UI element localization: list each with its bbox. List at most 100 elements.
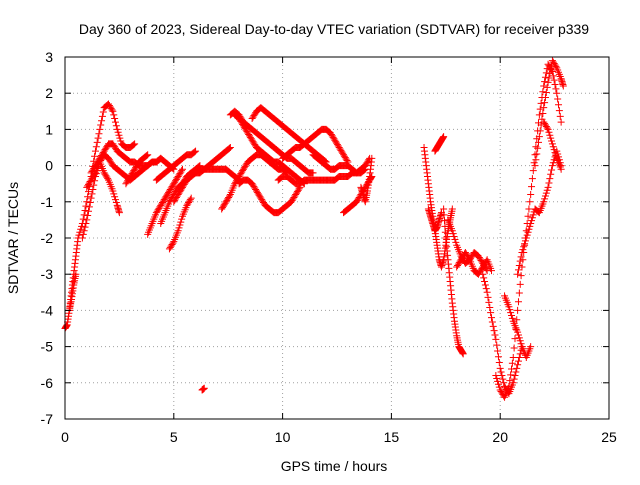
data-point	[115, 131, 123, 139]
data-point	[508, 359, 516, 367]
y-tick-label: -2	[41, 230, 54, 246]
data-point	[109, 140, 117, 148]
data-point	[171, 178, 179, 186]
data-point	[514, 266, 522, 274]
data-point	[102, 144, 110, 152]
data-point	[514, 361, 522, 369]
data-point	[540, 198, 548, 206]
data-point	[225, 193, 233, 201]
data-point	[511, 372, 519, 380]
data-point	[335, 144, 343, 151]
data-point	[541, 73, 549, 81]
data-point	[131, 165, 139, 173]
data-point	[543, 83, 551, 91]
data-point	[289, 195, 297, 203]
data-point	[492, 335, 500, 343]
data-point	[85, 207, 93, 215]
data-point	[521, 240, 529, 248]
data-point	[126, 172, 134, 180]
data-point	[172, 195, 180, 203]
data-point	[143, 151, 151, 159]
data-point	[94, 134, 102, 142]
data-point	[544, 183, 552, 191]
data-point	[451, 235, 459, 243]
data-point	[509, 353, 517, 361]
data-point	[330, 135, 338, 143]
data-point	[246, 133, 254, 141]
data-point	[528, 183, 536, 191]
data-point	[489, 322, 497, 330]
data-point	[459, 350, 467, 358]
data-point	[516, 350, 524, 358]
data-point	[91, 147, 99, 155]
data-point	[341, 154, 349, 162]
data-point	[550, 60, 558, 68]
data-point	[328, 132, 336, 140]
data-point	[548, 166, 556, 174]
x-tick-label: 15	[384, 429, 400, 445]
data-point	[454, 262, 462, 270]
data-point	[458, 254, 466, 262]
data-point	[534, 138, 542, 146]
data-point	[461, 248, 469, 256]
data-point	[254, 190, 262, 198]
data-point	[368, 154, 376, 162]
data-point	[125, 174, 133, 182]
data-point	[519, 246, 527, 254]
data-point	[144, 151, 152, 159]
data-point	[178, 167, 186, 175]
data-point	[364, 157, 372, 165]
data-point	[516, 257, 524, 265]
data-point	[550, 146, 558, 154]
data-point	[87, 194, 95, 202]
data-point	[110, 111, 118, 119]
data-point	[129, 141, 137, 149]
data-point	[225, 145, 233, 153]
data-point	[514, 270, 522, 278]
data-point	[525, 225, 533, 233]
data-point	[111, 144, 119, 152]
data-point	[448, 227, 456, 235]
data-point	[112, 122, 120, 130]
data-point	[106, 103, 114, 111]
data-point	[540, 118, 548, 126]
data-point	[99, 108, 107, 116]
data-point	[259, 199, 267, 207]
data-point	[111, 118, 119, 126]
data-point	[83, 216, 91, 224]
data-point	[171, 196, 179, 204]
data-point	[102, 172, 110, 180]
data-point	[475, 269, 483, 277]
data-point	[536, 105, 544, 113]
data-point	[513, 316, 521, 324]
data-point	[547, 65, 555, 73]
data-point	[487, 309, 495, 317]
data-point	[510, 375, 518, 383]
data-point	[360, 167, 368, 175]
data-point	[453, 263, 461, 271]
data-point	[510, 344, 518, 352]
data-point	[92, 160, 100, 168]
data-point	[559, 82, 567, 90]
data-point	[288, 196, 296, 204]
data-point	[329, 133, 337, 141]
data-point	[91, 162, 99, 170]
data-point	[481, 277, 489, 285]
y-tick-label: -3	[41, 266, 54, 282]
data-point	[187, 194, 195, 202]
data-point	[294, 186, 302, 194]
data-point	[98, 150, 106, 158]
data-point	[93, 138, 101, 146]
data-point	[132, 162, 140, 170]
data-point	[547, 134, 555, 142]
data-point	[529, 211, 537, 219]
data-point	[155, 204, 163, 212]
data-point	[158, 200, 166, 208]
data-point	[169, 239, 177, 247]
data-point	[174, 191, 182, 199]
data-point	[534, 144, 542, 152]
data-point	[122, 180, 130, 188]
data-point	[172, 175, 180, 183]
data-point	[552, 62, 560, 70]
data-point	[85, 203, 93, 211]
